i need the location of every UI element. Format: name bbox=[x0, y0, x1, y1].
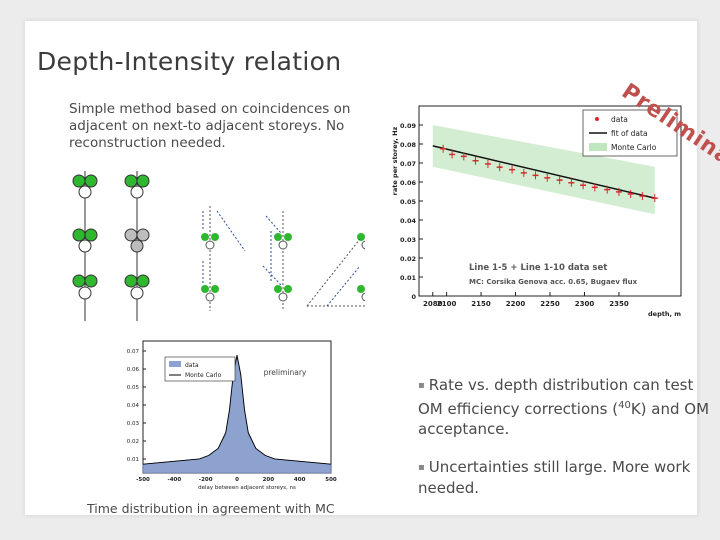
y-axis-label: rate per storey, Hz bbox=[391, 126, 399, 195]
fit-line bbox=[432, 145, 655, 199]
mc-histogram bbox=[142, 354, 332, 465]
figure-caption: Time distribution in agreement with MC bbox=[87, 501, 335, 516]
y-tick-label: 0.08 bbox=[400, 141, 417, 149]
x-tick-label: 500 bbox=[325, 477, 337, 483]
x-tick-label: 2080 bbox=[423, 300, 443, 308]
x-axis-label: delay between adjacent storeys, ns bbox=[198, 485, 296, 491]
legend-data-marker bbox=[169, 361, 181, 367]
bullet-text: Rate vs. depth distribution can test OM … bbox=[418, 376, 694, 418]
x-tick-label: 2200 bbox=[506, 300, 526, 308]
mc-band bbox=[432, 125, 655, 215]
y-tick-label: 0.06 bbox=[400, 179, 417, 187]
x-tick-label: -500 bbox=[136, 477, 150, 483]
y-tick-label: 0.05 bbox=[127, 385, 140, 391]
slide: Depth-Intensity relation Simple method b… bbox=[24, 20, 720, 516]
legend-mc-label: Monte Carlo bbox=[185, 372, 222, 379]
y-tick-label: 0.03 bbox=[127, 421, 140, 427]
bullet-item: ▪ Uncertainties still large. More work ne… bbox=[418, 457, 718, 498]
y-tick-label: 0.02 bbox=[127, 439, 139, 445]
bullet-icon: ▪ bbox=[418, 380, 425, 391]
y-tick-label: 0.03 bbox=[400, 236, 416, 244]
detector-sketch bbox=[72, 171, 365, 321]
legend-data-label: data bbox=[185, 362, 199, 369]
time-distribution-chart: 0.07 0.06 0.05 0.04 0.03 0.02 0.01 -500 -400 -200… bbox=[127, 340, 337, 491]
y-tick-label: 0.01 bbox=[127, 457, 139, 463]
x-tick-label: 2150 bbox=[471, 300, 491, 308]
legend-mc-marker bbox=[589, 143, 607, 151]
x-tick-label: 2350 bbox=[609, 300, 629, 308]
depth-rate-chart: 0 0.01 0.02 0.03 0.04 0.05 0.06 0.07 0.08 0.09 208… bbox=[391, 105, 682, 318]
legend-fit-label: fit of data bbox=[611, 129, 648, 138]
x-tick-label: 2100 bbox=[437, 300, 457, 308]
annotation-line-2: MC: Corsika Genova acc. 0.65, Bugaev flu… bbox=[469, 278, 638, 286]
y-tick-label: 0.09 bbox=[400, 122, 417, 130]
y-tick-label: 0.04 bbox=[127, 403, 140, 409]
y-tick-label: 0.04 bbox=[400, 217, 417, 225]
legend-data-label: data bbox=[611, 115, 628, 124]
annotation-line-1: Line 1-5 + Line 1-10 data set bbox=[469, 263, 607, 273]
y-tick-label: 0.06 bbox=[127, 367, 140, 373]
x-tick-label: -400 bbox=[167, 477, 181, 483]
bullet-text: Uncertainties still large. More work nee… bbox=[418, 458, 691, 497]
y-tick-label: 0.07 bbox=[127, 349, 140, 355]
y-tick-label: 0.01 bbox=[400, 274, 417, 282]
x-tick-label: 400 bbox=[294, 477, 306, 483]
intro-text: Simple method based on coincidences on a… bbox=[69, 101, 351, 151]
bullet-item: ▪ Rate vs. depth distribution can test OM… bbox=[418, 375, 718, 439]
y-tick-label: 0.02 bbox=[400, 255, 416, 263]
x-tick-label: -200 bbox=[199, 477, 213, 483]
bullet-icon: ▪ bbox=[418, 462, 425, 473]
page-title: Depth-Intensity relation bbox=[37, 47, 342, 76]
bullet-list: ▪ Rate vs. depth distribution can test OM… bbox=[418, 375, 718, 516]
y-tick-label: 0 bbox=[411, 293, 416, 301]
legend-data-marker bbox=[595, 117, 599, 121]
y-tick-label: 0.07 bbox=[400, 160, 416, 168]
x-axis-label: depth, m bbox=[648, 310, 681, 318]
bullet-text-end: K) and OM acceptance. bbox=[418, 400, 710, 438]
x-tick-label: 200 bbox=[263, 477, 275, 483]
bullet-superscript: 40 bbox=[618, 400, 631, 411]
preliminary-annotation: preliminary bbox=[264, 368, 307, 377]
y-tick-label: 0.05 bbox=[400, 198, 417, 206]
x-tick-label: 2300 bbox=[575, 300, 595, 308]
x-tick-label: 0 bbox=[235, 477, 239, 483]
x-tick-label: 2250 bbox=[540, 300, 560, 308]
legend-mc-label: Monte Carlo bbox=[611, 143, 657, 152]
